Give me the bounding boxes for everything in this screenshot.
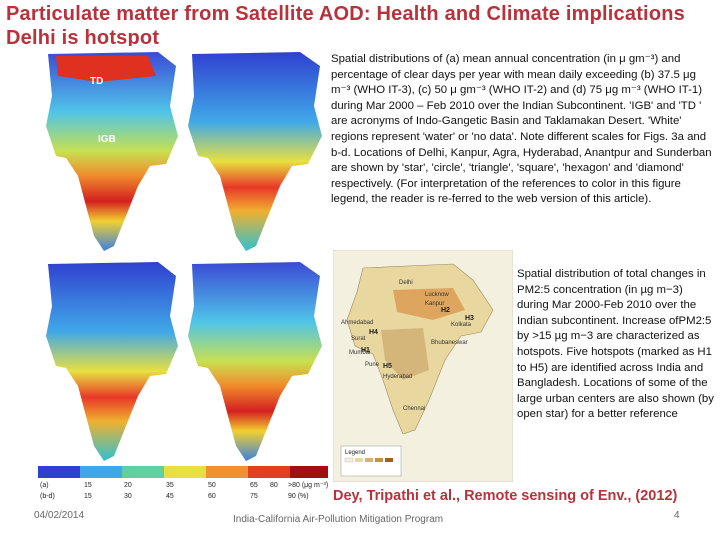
city-label: Surat — [351, 336, 366, 342]
legend-tick: >80 (μg m⁻³) — [288, 482, 328, 489]
legend-tick: (a) — [40, 482, 49, 489]
legend-tick: 90 (%) — [288, 493, 309, 500]
legend-tick: 15 — [84, 482, 92, 489]
city-label: Bhubaneswar — [431, 340, 468, 346]
map-label-td: TD — [90, 76, 103, 87]
city-label: Delhi — [399, 280, 413, 286]
page-number: 4 — [674, 510, 680, 521]
hotspot-label: H2 — [441, 307, 450, 314]
city-label: Pune — [365, 362, 380, 368]
slide-title: Particulate matter from Satellite AOD: H… — [6, 3, 685, 49]
city-label: Kanpur — [425, 301, 444, 307]
legend-tick: 50 — [208, 482, 216, 489]
map-color-legend: (a) 15 20 35 50 65 80 >80 (μg m⁻³) (b-d)… — [38, 466, 328, 500]
hotspot-label: H3 — [465, 315, 474, 322]
map-panel-c — [46, 262, 178, 461]
legend-tick: 45 — [166, 493, 174, 500]
pm-change-hotspot-map: Delhi Lucknow Kanpur Ahmedabad Surat Mum… — [333, 250, 513, 482]
footer-date: 04/02/2014 — [34, 510, 85, 521]
legend-tick: 20 — [124, 482, 132, 489]
city-label: Chennai — [403, 406, 425, 412]
footer-program: India-California Air-Pollution Mitigatio… — [233, 514, 444, 525]
legend-tick: 80 — [270, 482, 278, 489]
legend-tick: 75 — [250, 493, 258, 500]
legend-tick: (b-d) — [40, 493, 55, 500]
city-label: Lucknow — [425, 292, 449, 298]
legend-tick: 35 — [166, 482, 174, 489]
city-label: Mumbai — [349, 350, 370, 356]
hotspot-label: H5 — [383, 363, 392, 370]
hotspot-legend-title: Legend — [345, 450, 365, 456]
legend-tick: 60 — [208, 493, 216, 500]
map-panel-a — [38, 46, 182, 255]
legend-tick: 15 — [84, 493, 92, 500]
map-label-igb: IGB — [98, 134, 116, 145]
legend-tick: 30 — [124, 493, 132, 500]
city-label: Kolkata — [451, 322, 472, 328]
hotspot-label: H1 — [361, 347, 370, 354]
figure-description-hotspots: Spatial distribution of total changes in… — [517, 268, 714, 421]
citation: Dey, Tripathi et al., Remote sensing of … — [333, 488, 678, 504]
city-label: Hyderabad — [383, 374, 412, 380]
map-panel-d — [188, 262, 322, 461]
map-panel-b — [188, 52, 322, 251]
pm-distribution-maps: TD IGB — [38, 46, 322, 461]
hotspot-label: H4 — [369, 329, 378, 336]
figure-description-distributions: Spatial distributions of (a) mean annual… — [331, 53, 712, 206]
legend-tick: 65 — [250, 482, 258, 489]
city-label: Ahmedabad — [341, 320, 373, 326]
